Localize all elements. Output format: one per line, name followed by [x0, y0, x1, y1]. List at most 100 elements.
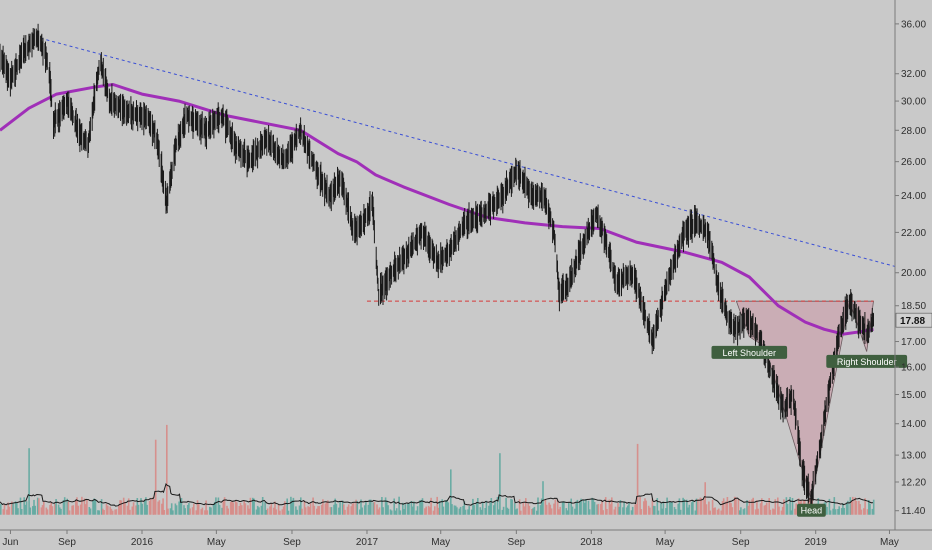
- volume-bar: [188, 502, 190, 515]
- volume-bar: [94, 499, 97, 515]
- volume-bar: [334, 498, 336, 515]
- volume-bar: [122, 497, 125, 515]
- volume-bar: [840, 508, 843, 515]
- volume-bar: [468, 506, 470, 515]
- volume-bar: [649, 507, 651, 515]
- volume-bar: [247, 505, 249, 515]
- volume-bar: [772, 508, 774, 515]
- volume-bar: [158, 500, 161, 515]
- volume-bar: [272, 507, 275, 515]
- volume-bar: [222, 500, 225, 515]
- volume-bar: [131, 506, 134, 515]
- volume-bar: [527, 503, 529, 515]
- volume-bar: [12, 503, 14, 515]
- volume-bar: [189, 508, 191, 515]
- volume-bar: [3, 504, 6, 515]
- volume-bar: [757, 508, 759, 515]
- volume-bar: [475, 501, 478, 515]
- volume-bar: [62, 500, 65, 515]
- volume-bar: [687, 507, 689, 515]
- x-tick-label: Jun: [2, 537, 18, 548]
- volume-bar: [585, 499, 587, 515]
- volume-bar: [100, 499, 103, 515]
- volume-bar: [404, 504, 407, 515]
- volume-bar: [279, 510, 281, 515]
- volume-bar: [32, 506, 34, 515]
- volume-bar: [673, 507, 676, 515]
- volume-bar: [76, 497, 78, 515]
- volume-bar: [153, 499, 156, 515]
- volume-bar: [537, 497, 539, 515]
- volume-bar: [57, 504, 60, 515]
- volume-bar: [670, 502, 672, 515]
- volume-bar: [623, 501, 625, 515]
- volume-bar: [497, 509, 500, 515]
- volume-bar: [115, 509, 118, 515]
- volume-bar: [88, 507, 91, 515]
- volume-bar: [525, 498, 527, 515]
- volume-bar: [872, 499, 875, 515]
- volume-bar: [773, 509, 775, 515]
- volume-bar: [539, 505, 542, 515]
- volume-bar: [191, 507, 194, 515]
- volume-bar: [143, 501, 146, 515]
- volume-bar: [304, 507, 307, 515]
- volume-bar: [320, 504, 323, 515]
- volume-bar: [410, 501, 413, 515]
- volume-bar: [51, 506, 54, 515]
- volume-bar: [472, 498, 474, 515]
- volume-bar: [730, 503, 732, 515]
- volume-bar: [16, 502, 18, 515]
- volume-bar: [481, 501, 484, 515]
- volume-bar: [657, 510, 660, 515]
- volume-bar: [398, 496, 400, 515]
- volume-bar: [864, 498, 866, 515]
- volume-bar: [183, 505, 185, 515]
- y-tick-label: 20.00: [901, 268, 926, 279]
- volume-bar: [622, 507, 624, 515]
- volume-bar: [756, 500, 758, 515]
- volume-bar: [513, 503, 516, 515]
- x-tick-label: Sep: [507, 537, 525, 548]
- volume-bar: [780, 510, 783, 515]
- volume-bar: [43, 501, 45, 515]
- volume-bar: [59, 507, 61, 515]
- volume-bar: [549, 504, 552, 515]
- volume-bar: [234, 500, 237, 515]
- volume-bar: [393, 498, 395, 515]
- volume-bar: [258, 507, 260, 515]
- volume-bar: [172, 510, 174, 515]
- volume-bar: [558, 509, 560, 515]
- line-layer: [0, 37, 896, 336]
- volume-bar: [765, 502, 768, 515]
- volume-bar: [378, 507, 381, 515]
- volume-bar: [307, 506, 309, 515]
- volume-bar: [24, 504, 27, 515]
- volume-bar: [493, 505, 495, 515]
- volume-bar: [136, 498, 139, 515]
- volume-bar: [828, 498, 831, 515]
- volume-bar: [842, 503, 844, 515]
- volume-bar: [580, 498, 582, 515]
- volume-bar: [19, 497, 22, 515]
- volume-bar: [154, 439, 157, 515]
- volume-bar: [786, 503, 789, 515]
- volume-bar: [591, 497, 593, 515]
- volume-bar: [300, 497, 302, 515]
- volume-bar: [292, 497, 295, 515]
- volume-bar: [774, 499, 777, 515]
- volume-bar: [532, 508, 534, 515]
- volume-bar: [25, 501, 28, 515]
- last-price-value: 17.88: [900, 316, 925, 327]
- volume-bar: [574, 508, 576, 515]
- volume-bar: [413, 501, 415, 515]
- volume-bar: [11, 501, 13, 515]
- volume-bar: [110, 508, 113, 515]
- volume-bar: [464, 509, 467, 515]
- volume-bar: [553, 503, 555, 515]
- volume-bar: [372, 502, 375, 515]
- volume-bar: [241, 505, 243, 515]
- volume-bar: [511, 499, 513, 515]
- volume-bar: [322, 499, 324, 515]
